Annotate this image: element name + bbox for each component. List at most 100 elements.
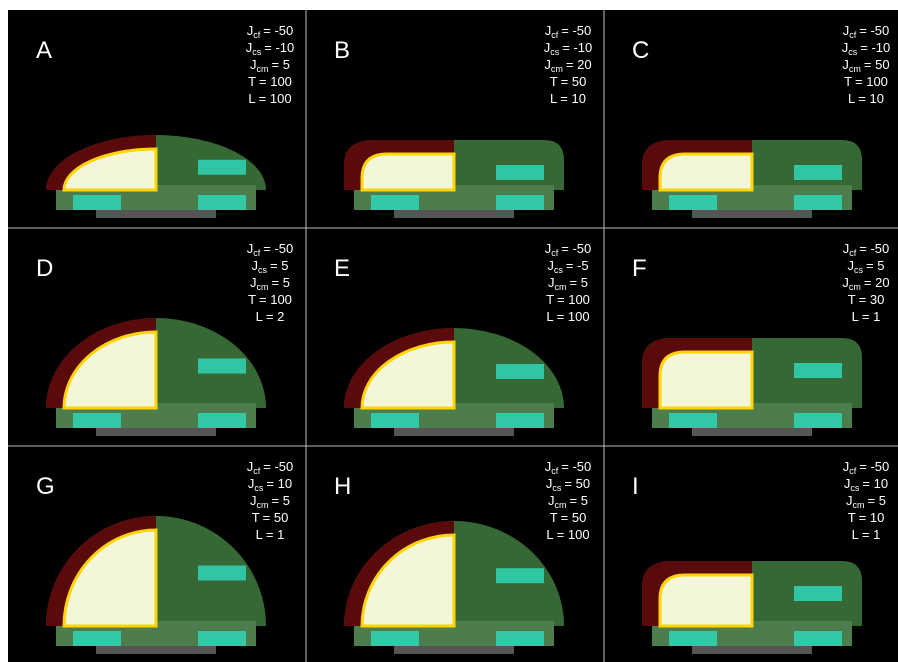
parameter-symbol: L xyxy=(256,527,263,542)
parameter-subscript: cm xyxy=(849,64,861,74)
panel-label: F xyxy=(632,255,647,282)
parameter-subscript: cf xyxy=(253,30,261,40)
electrode xyxy=(669,631,717,646)
parameter-value: = 50 xyxy=(864,57,890,72)
parameter-symbol: L xyxy=(550,91,557,106)
parameter: L= 100 xyxy=(546,309,589,324)
parameter-symbol: L xyxy=(248,91,255,106)
electrode xyxy=(198,631,246,646)
parameter-value: = -10 xyxy=(264,40,294,55)
parameter: Jcs= -5 xyxy=(547,258,588,275)
base-shadow xyxy=(692,428,812,436)
parameter: T= 100 xyxy=(844,74,888,89)
electrode xyxy=(794,363,842,378)
parameter-value: = 10 xyxy=(560,91,586,106)
parameter-symbol: T xyxy=(248,74,256,89)
parameter-subscript: cm xyxy=(849,282,861,292)
parameter-value: = 50 xyxy=(263,510,289,525)
parameter: T= 30 xyxy=(848,292,885,307)
parameter: L= 1 xyxy=(256,527,285,542)
parameter: L= 1 xyxy=(852,527,881,542)
parameter-subscript: cs xyxy=(552,483,562,493)
panel-label: C xyxy=(632,37,649,64)
parameter-subscript: cf xyxy=(849,30,857,40)
parameter: T= 50 xyxy=(252,510,289,525)
electrode xyxy=(496,195,544,210)
parameter-value: = -50 xyxy=(859,23,889,38)
base-shadow xyxy=(692,210,812,218)
panel-label: H xyxy=(334,473,351,500)
parameter: T= 100 xyxy=(248,74,292,89)
parameter-subscript: cs xyxy=(854,265,864,275)
parameter-subscript: cf xyxy=(551,466,559,476)
parameter-subscript: cs xyxy=(258,265,268,275)
parameter: T= 50 xyxy=(550,510,587,525)
electrode xyxy=(794,195,842,210)
parameter-value: = 5 xyxy=(570,493,588,508)
parameter: L= 1 xyxy=(852,309,881,324)
parameter-subscript: cs xyxy=(554,265,564,275)
base-shadow xyxy=(96,428,216,436)
panel-label: G xyxy=(36,473,55,500)
parameter-symbol: L xyxy=(256,309,263,324)
parameter-subscript: cm xyxy=(257,500,269,510)
parameter-subscript: cm xyxy=(555,500,567,510)
electrode xyxy=(73,413,121,428)
electrode xyxy=(496,568,544,583)
electrode xyxy=(794,631,842,646)
parameter-value: = -50 xyxy=(263,459,293,474)
parameter-value: = 2 xyxy=(266,309,284,324)
parameter-value: = -50 xyxy=(561,459,591,474)
base-shadow xyxy=(394,428,514,436)
panel-label: B xyxy=(334,37,350,64)
parameter-value: = 10 xyxy=(266,476,292,491)
electrode xyxy=(73,195,121,210)
figure: AJcf= -50Jcs= -10Jcm= 5T= 100L= 100BJcf=… xyxy=(0,0,898,662)
base-shadow xyxy=(692,646,812,654)
parameter-symbol: L xyxy=(852,309,859,324)
parameter-subscript: cf xyxy=(253,248,261,258)
parameter-subscript: cm xyxy=(551,64,563,74)
parameter-value: = 100 xyxy=(557,527,590,542)
parameter: L = 100 xyxy=(546,527,589,542)
parameter-value: = 5 xyxy=(272,57,290,72)
electrode xyxy=(198,195,246,210)
parameter-subscript: cm xyxy=(257,64,269,74)
parameter: T= 100 xyxy=(248,292,292,307)
electrode xyxy=(496,413,544,428)
parameter: T= 10 xyxy=(848,510,885,525)
electrode xyxy=(496,631,544,646)
parameter-symbol: T xyxy=(248,292,256,307)
parameter-value: = 5 xyxy=(272,493,290,508)
parameter-symbol: T xyxy=(844,74,852,89)
parameter-subscript: cs xyxy=(550,47,560,57)
parameter-value: = -50 xyxy=(561,23,591,38)
parameter: T= 50 xyxy=(550,74,587,89)
panel-label: D xyxy=(36,255,53,282)
parameter-value: = 20 xyxy=(864,275,890,290)
parameter-value: = 100 xyxy=(855,74,888,89)
parameter: L= 2 xyxy=(256,309,285,324)
electrode xyxy=(794,586,842,601)
parameter-subscript: cs xyxy=(252,47,262,57)
parameter-symbol: L xyxy=(546,527,553,542)
inner-region xyxy=(660,154,752,190)
electrode xyxy=(371,195,419,210)
parameter-value: = -50 xyxy=(859,459,889,474)
electrode xyxy=(794,165,842,180)
parameter-subscript: cf xyxy=(849,248,857,258)
parameter-value: = 100 xyxy=(259,91,292,106)
parameter-value: = 100 xyxy=(557,292,590,307)
parameter: L = 100 xyxy=(248,91,291,106)
parameter-value: = 50 xyxy=(561,74,587,89)
parameter-value: = 20 xyxy=(566,57,592,72)
parameter-value: = 10 xyxy=(862,476,888,491)
parameter-value: = -10 xyxy=(562,40,592,55)
panel-label: A xyxy=(36,37,52,64)
parameter-value: = -50 xyxy=(859,241,889,256)
parameter: Jcs= 5 xyxy=(252,258,289,275)
electrode xyxy=(371,413,419,428)
inner-region xyxy=(660,352,752,408)
parameter: T= 100 xyxy=(546,292,590,307)
parameter-value: = 5 xyxy=(270,258,288,273)
